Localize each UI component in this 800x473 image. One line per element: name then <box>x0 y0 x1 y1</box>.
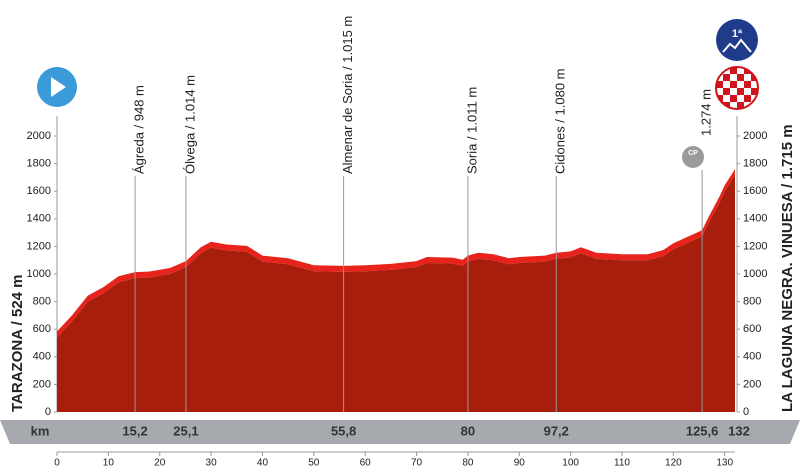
y-tick-label: 1200 <box>27 240 51 252</box>
y-tick-label: 2000 <box>27 130 51 142</box>
waypoint-label: Ágreda / 948 m <box>132 85 147 174</box>
y-tick-label-right: 200 <box>743 378 761 390</box>
flag-square <box>737 88 744 95</box>
y-tick-label-right: 1800 <box>743 158 767 170</box>
flag-square <box>744 88 751 95</box>
x-tick-label: 120 <box>665 458 682 469</box>
flag-square <box>730 88 737 95</box>
x-tick-label: 50 <box>308 458 320 469</box>
y-tick-label: 400 <box>33 351 51 363</box>
finish-flag <box>715 66 759 110</box>
flag-square <box>716 88 723 95</box>
flag-square <box>730 95 737 102</box>
x-tick-label: 70 <box>411 458 423 469</box>
x-tick-label: 90 <box>514 458 526 469</box>
x-tick-label: 10 <box>103 458 115 469</box>
flag-square <box>744 74 751 81</box>
climb-icon <box>716 19 758 61</box>
y-tick-label-right: 1000 <box>743 268 767 280</box>
y-tick-label-right: 2000 <box>743 130 767 142</box>
start-label: TARAZONA / 524 m <box>9 274 26 412</box>
flag-square <box>730 67 737 74</box>
y-tick-label-right: 0 <box>743 406 749 418</box>
flag-square <box>744 95 751 102</box>
y-tick-label-right: 1200 <box>743 240 767 252</box>
flag-square <box>737 74 744 81</box>
waypoint-label: Cidones / 1.080 m <box>553 68 568 174</box>
y-tick-label-right: 600 <box>743 323 761 335</box>
waypoint-km: 125,6 <box>686 423 719 438</box>
y-tick-label: 200 <box>33 378 51 390</box>
climb-mountain <box>722 38 752 53</box>
climb-category: 1ª <box>732 28 743 40</box>
x-tick-label: 80 <box>462 458 474 469</box>
y-tick-label-right: 1400 <box>743 213 767 225</box>
flag-square <box>723 95 730 102</box>
flag-square <box>737 81 744 88</box>
flag-square <box>723 81 730 88</box>
flag-square <box>751 88 758 95</box>
waypoint-label: 1.274 m <box>699 89 714 136</box>
waypoint-km: 15,2 <box>122 423 147 438</box>
waypoint-label: Almenar de Soria / 1.015 m <box>340 16 355 174</box>
finish-km: 132 <box>728 423 750 438</box>
checkpoint-icon <box>682 146 704 168</box>
flag-square <box>751 81 758 88</box>
y-tick-label: 1400 <box>27 213 51 225</box>
y-tick-label: 1800 <box>27 158 51 170</box>
finish-label: LA LAGUNA NEGRA. VINUESA / 1.715 m <box>779 124 796 412</box>
x-tick-label: 60 <box>360 458 372 469</box>
km-unit: km <box>31 423 50 438</box>
profile-area <box>57 175 735 412</box>
checkpoint-text: CP <box>688 150 698 157</box>
x-tick-label: 100 <box>562 458 579 469</box>
flag-square <box>737 102 744 109</box>
x-tick-label: 40 <box>257 458 269 469</box>
y-tick-label: 0 <box>45 406 51 418</box>
x-tick-label: 110 <box>614 458 630 469</box>
flag-square <box>716 81 723 88</box>
x-tick-label: 0 <box>54 458 60 469</box>
y-tick-label-right: 800 <box>743 296 761 308</box>
flag-square <box>737 67 744 74</box>
flag-square <box>744 81 751 88</box>
y-tick-label: 1600 <box>27 185 51 197</box>
x-tick-label: 20 <box>154 458 166 469</box>
flag-ring <box>715 66 759 110</box>
waypoint-label: Soria / 1.011 m <box>464 87 479 174</box>
flag-square <box>737 95 744 102</box>
waypoint-label: Ólvega / 1.014 m <box>182 75 197 174</box>
profile-edge <box>57 169 735 338</box>
x-tick-label: 30 <box>206 458 218 469</box>
flag-square <box>730 74 737 81</box>
y-tick-label: 800 <box>33 296 51 308</box>
x-tick-label: 130 <box>716 458 733 469</box>
flag-square <box>730 81 737 88</box>
waypoint-km: 97,2 <box>544 423 569 438</box>
y-tick-label-right: 1600 <box>743 185 767 197</box>
waypoint-km: 80 <box>461 423 475 438</box>
waypoint-km: 55,8 <box>331 423 356 438</box>
flag-square <box>723 88 730 95</box>
y-tick-label: 1000 <box>27 268 51 280</box>
y-tick-label: 600 <box>33 323 51 335</box>
km-band <box>0 420 800 444</box>
waypoint-km: 25,1 <box>173 423 198 438</box>
flag-square <box>723 74 730 81</box>
start-arrow <box>51 77 66 97</box>
flag-square <box>730 102 737 109</box>
y-tick-label-right: 400 <box>743 351 761 363</box>
